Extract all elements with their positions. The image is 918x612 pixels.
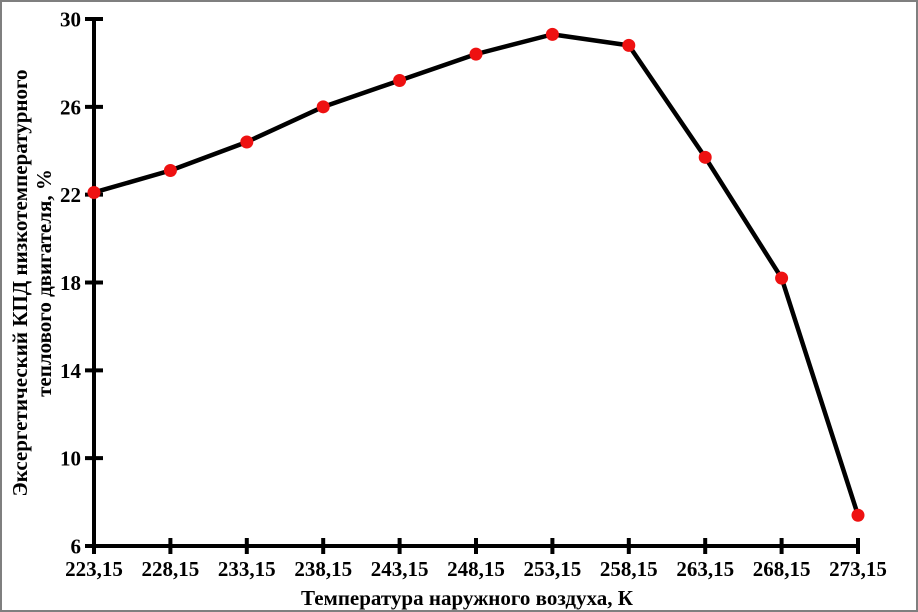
y-tick-label: 30	[60, 8, 81, 32]
data-series-group	[87, 27, 865, 522]
axes-group: 6 10 14 18 22 26 30 223,15 228,15 233,15 238,15 243…	[60, 8, 887, 582]
data-point-marker	[622, 38, 636, 52]
x-tick-label: 243,15	[371, 557, 429, 581]
x-tick-label: 253,15	[524, 557, 582, 581]
x-tick-label: 233,15	[218, 557, 276, 581]
x-axis-title: Температура наружного воздуха, К	[301, 586, 634, 610]
y-tick-label: 18	[60, 271, 81, 295]
data-point-marker	[469, 47, 483, 61]
y-tick-label: 26	[60, 95, 81, 119]
y-tick-label: 6	[71, 535, 82, 559]
data-point-marker	[87, 185, 101, 199]
x-tick-label: 223,15	[65, 557, 123, 581]
data-point-marker	[851, 508, 865, 522]
data-point-marker	[163, 164, 177, 178]
x-tick-label: 268,15	[753, 557, 811, 581]
data-point-marker	[316, 100, 330, 114]
y-tick-label: 10	[60, 447, 81, 471]
y-tick-label: 22	[60, 183, 81, 207]
data-point-marker	[545, 27, 559, 41]
x-tick-label: 263,15	[676, 557, 734, 581]
data-point-marker	[240, 135, 254, 149]
data-point-marker	[393, 73, 407, 87]
y-tick-label: 14	[60, 359, 82, 383]
x-tick-label: 258,15	[600, 557, 658, 581]
y-axis-title-line1: Эксергетический КПД низкотемпературного	[8, 70, 32, 497]
x-tick-label: 238,15	[294, 557, 352, 581]
data-point-marker	[698, 150, 712, 164]
x-tick-label: 228,15	[142, 557, 200, 581]
x-tick-label: 248,15	[447, 557, 505, 581]
data-point-marker	[775, 271, 789, 285]
data-line	[91, 32, 861, 518]
x-tick-label: 273,15	[829, 557, 887, 581]
y-axis-title-line2: теплового двигателя, %	[32, 169, 56, 397]
